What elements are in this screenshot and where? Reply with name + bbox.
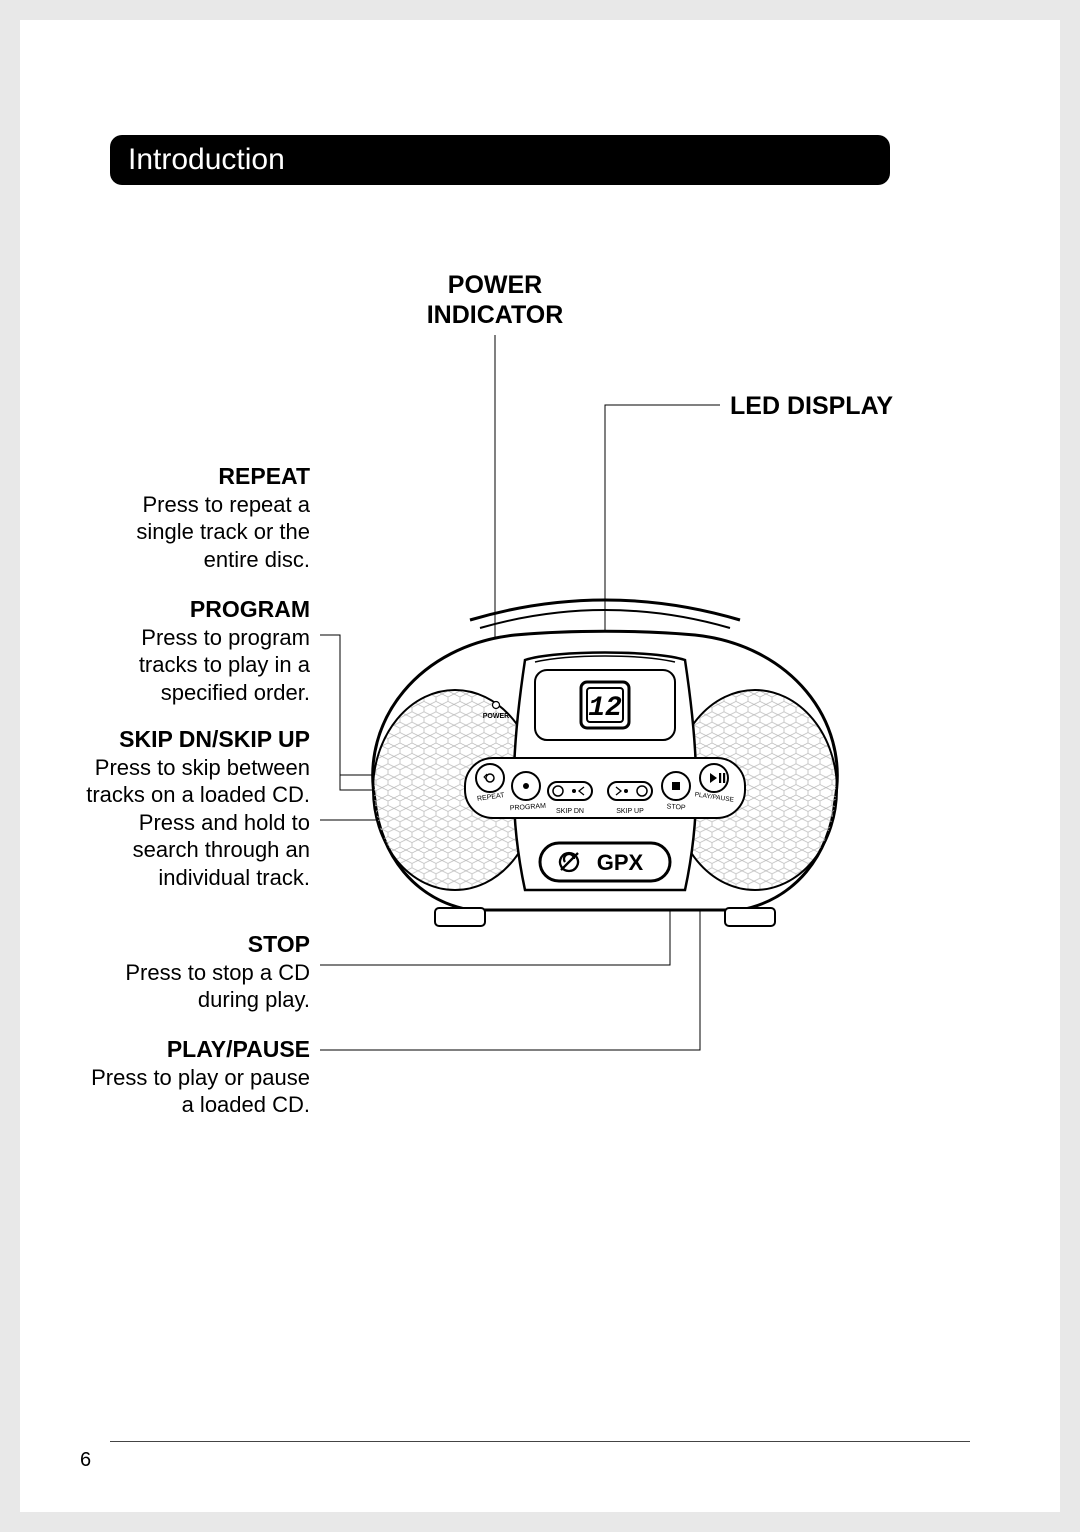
callout-program: PROGRAM Press to program tracks to play … <box>85 595 310 706</box>
callout-title: PLAY/PAUSE <box>85 1035 310 1064</box>
callout-body: Press to program tracks to play in a spe… <box>85 624 310 707</box>
callout-body: Press to repeat a single track or the en… <box>85 491 310 574</box>
callout-title: STOP <box>85 930 310 959</box>
svg-text:12: 12 <box>588 693 622 724</box>
callout-repeat: REPEAT Press to repeat a single track or… <box>85 462 310 573</box>
callout-stop: STOP Press to stop a CD during play. <box>85 930 310 1014</box>
section-header: Introduction <box>110 135 890 185</box>
boombox-diagram: POWER 12 REPEAT PROGRAM <box>340 590 870 950</box>
footer-rule <box>110 1441 970 1442</box>
svg-text:SKIP DN: SKIP DN <box>556 808 584 815</box>
callout-play: PLAY/PAUSE Press to play or pause a load… <box>85 1035 310 1119</box>
callout-skip: SKIP DN/SKIP UP Press to skip between tr… <box>85 725 310 891</box>
callout-title: PROGRAM <box>85 595 310 624</box>
callout-body: Press to play or pause a loaded CD. <box>85 1064 310 1119</box>
manual-page: Introduction POWERINDICATOR LED DISPLAY … <box>20 20 1060 1512</box>
led-display-label: LED DISPLAY <box>730 392 893 421</box>
page-number: 6 <box>80 1449 91 1472</box>
callout-title: SKIP DN/SKIP UP <box>85 725 310 754</box>
callout-title: REPEAT <box>85 462 310 491</box>
callout-body: Press to skip between tracks on a loaded… <box>85 754 310 892</box>
callout-body: Press to stop a CD during play. <box>85 959 310 1014</box>
svg-text:GPX: GPX <box>597 850 644 875</box>
svg-text:POWER: POWER <box>483 713 509 720</box>
svg-text:SKIP UP: SKIP UP <box>616 808 644 815</box>
svg-text:STOP: STOP <box>666 803 686 811</box>
power-indicator-label: POWERINDICATOR <box>420 270 570 330</box>
